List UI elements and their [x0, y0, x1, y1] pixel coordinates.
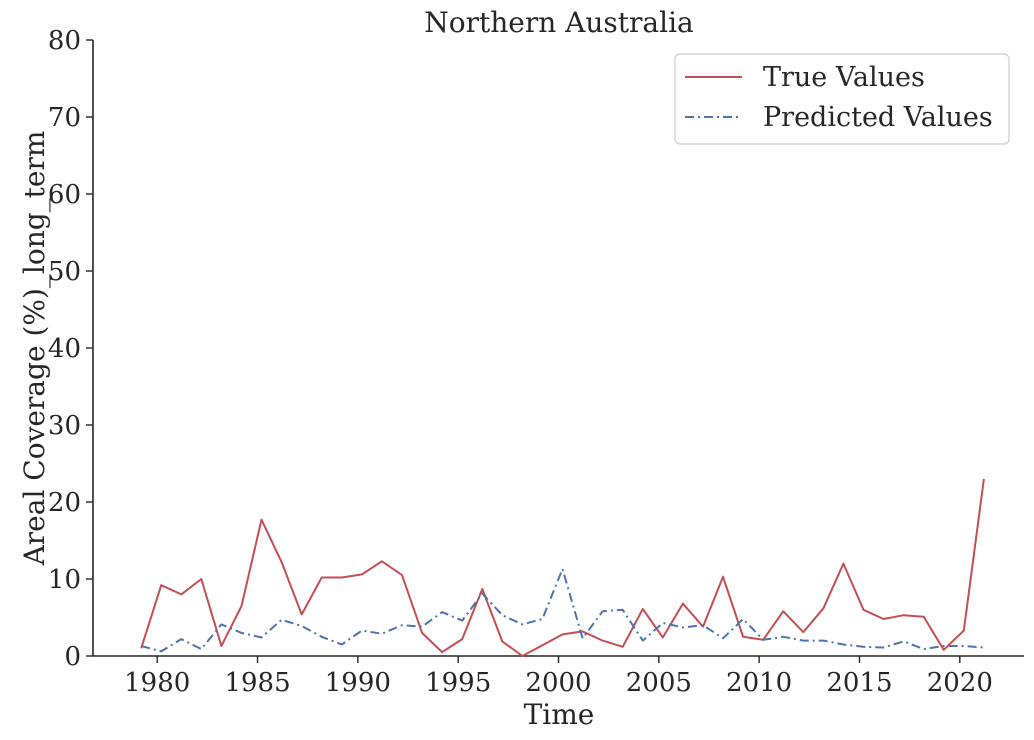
x-tick-label: 2015 — [826, 668, 892, 698]
x-tick-label: 2010 — [726, 668, 792, 698]
y-tick-label: 60 — [48, 180, 81, 210]
x-tick-label: 1995 — [425, 668, 491, 698]
series-layer — [140, 478, 985, 657]
chart-title: Northern Australia — [424, 6, 693, 39]
x-axis: 1980 1985 1990 1995 2000 2005 2010 2015 2020 — [93, 655, 1024, 698]
x-tick-label: 1990 — [325, 668, 391, 698]
y-tick-label: 20 — [48, 488, 81, 518]
series-line-true-values — [140, 478, 985, 657]
y-tick-label: 80 — [48, 26, 81, 56]
y-tick-label: 50 — [48, 257, 81, 287]
y-tick-label: 10 — [48, 565, 81, 595]
x-tick-label: 1980 — [124, 668, 190, 698]
x-tick-label: 2005 — [626, 668, 692, 698]
x-axis-title: Time — [524, 698, 595, 731]
x-tick-label: 2020 — [927, 668, 993, 698]
x-tick-label: 2000 — [525, 668, 591, 698]
y-tick-label: 70 — [48, 103, 81, 133]
y-axis: 0 10 20 30 40 50 60 70 80 — [48, 26, 94, 672]
y-tick-label: 30 — [48, 411, 81, 441]
y-axis-title: Areal Coverage (%)_long_term — [18, 131, 51, 567]
legend-label-true-values: True Values — [763, 62, 925, 93]
y-tick-label: 0 — [64, 642, 81, 672]
legend-frame — [674, 53, 1010, 145]
legend-label-predicted-values: Predicted Values — [763, 102, 993, 133]
series-line-predicted-values — [140, 568, 984, 653]
legend: True Values Predicted Values — [674, 53, 1010, 145]
y-tick-label: 40 — [48, 334, 81, 364]
x-tick-label: 1985 — [224, 668, 290, 698]
